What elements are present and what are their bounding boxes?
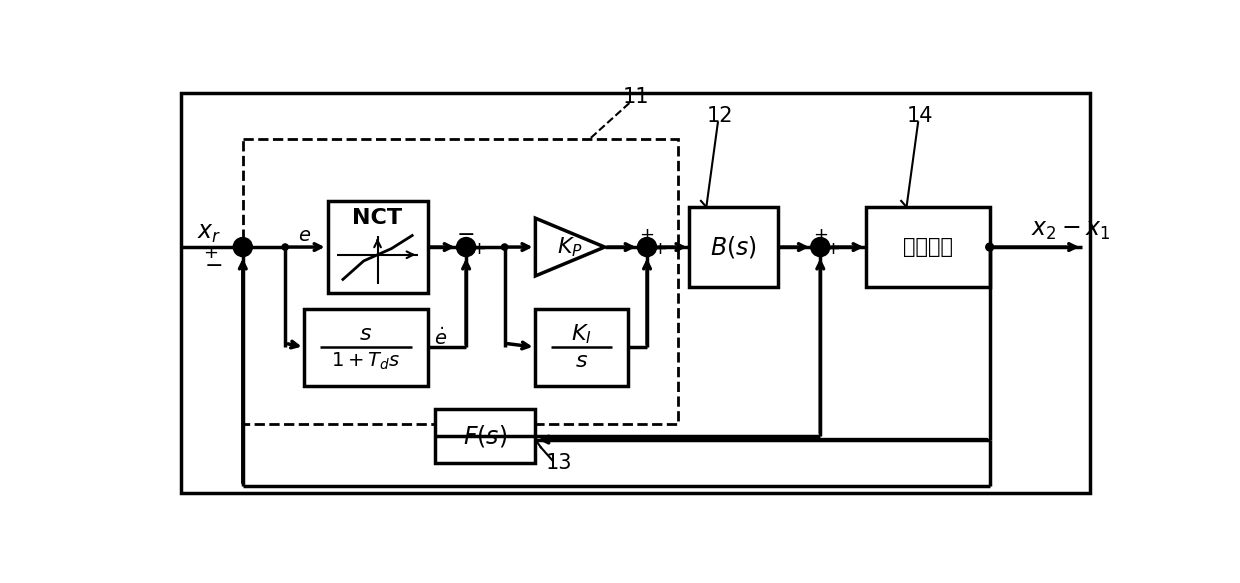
- Circle shape: [458, 238, 475, 255]
- Text: 13: 13: [546, 452, 572, 473]
- Text: $F(s)$: $F(s)$: [464, 423, 507, 449]
- Text: +: +: [825, 240, 841, 258]
- Text: 机械设备: 机械设备: [903, 237, 954, 257]
- Text: $x_r$: $x_r$: [197, 221, 221, 245]
- Bar: [435, 409, 536, 463]
- Circle shape: [234, 238, 252, 255]
- Text: −: −: [456, 224, 475, 245]
- Text: $\dot{e}$: $\dot{e}$: [434, 327, 446, 349]
- Text: +: +: [640, 226, 655, 244]
- Polygon shape: [536, 218, 605, 276]
- Text: +: +: [203, 244, 218, 262]
- Text: +: +: [652, 240, 667, 258]
- Bar: [536, 308, 627, 386]
- Bar: [867, 207, 990, 287]
- Text: $B(s)$: $B(s)$: [711, 234, 758, 260]
- Circle shape: [281, 243, 289, 251]
- Text: $e$: $e$: [298, 226, 311, 245]
- Text: $1+T_d s$: $1+T_d s$: [331, 350, 401, 372]
- Text: +: +: [471, 240, 486, 258]
- Circle shape: [639, 238, 656, 255]
- Text: NCT: NCT: [352, 208, 403, 228]
- Text: $K_P$: $K_P$: [557, 236, 583, 259]
- Bar: [327, 201, 428, 293]
- Text: $s$: $s$: [575, 351, 588, 371]
- Text: 14: 14: [908, 106, 934, 126]
- Text: 11: 11: [622, 87, 649, 107]
- Bar: [181, 93, 1090, 493]
- Circle shape: [985, 243, 994, 252]
- Bar: [689, 207, 777, 287]
- Circle shape: [501, 243, 508, 251]
- Text: $s$: $s$: [360, 324, 372, 344]
- Text: 12: 12: [707, 106, 733, 126]
- Bar: [304, 308, 428, 386]
- Text: +: +: [812, 226, 828, 244]
- Text: $K_I$: $K_I$: [572, 322, 591, 346]
- Text: −: −: [205, 257, 223, 276]
- Text: $x_2-x_1$: $x_2-x_1$: [1030, 218, 1110, 242]
- Circle shape: [812, 238, 828, 255]
- Bar: [243, 139, 678, 424]
